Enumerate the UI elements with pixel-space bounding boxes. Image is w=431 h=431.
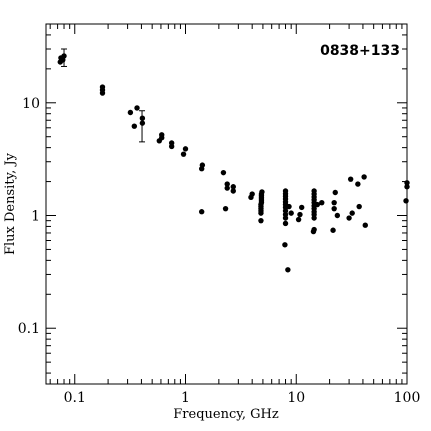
data-point (182, 146, 189, 152)
data-point (198, 209, 205, 215)
y-tick-label: 0.1 (18, 321, 40, 337)
data-point (330, 227, 336, 233)
data-point (332, 189, 338, 196)
data-point (259, 189, 265, 195)
y-tick-label: 1 (31, 209, 40, 225)
data-points (57, 53, 410, 273)
data-point (282, 211, 289, 218)
data-point (180, 151, 187, 157)
data-point (282, 188, 289, 194)
data-point (311, 188, 317, 194)
data-point (334, 212, 341, 219)
x-tick-label: 10 (287, 390, 305, 406)
data-point (224, 185, 230, 191)
data-point (299, 204, 305, 211)
data-point (199, 162, 206, 168)
plot-frame (45, 23, 408, 385)
data-point (61, 53, 67, 59)
data-point (331, 199, 337, 206)
axis-ticks (46, 23, 408, 384)
chart-title: 0838+133 (320, 43, 400, 59)
data-point (285, 267, 291, 273)
data-point (258, 217, 264, 224)
data-point (347, 176, 354, 182)
data-point (404, 180, 410, 186)
data-point (361, 174, 367, 180)
data-point (319, 199, 325, 206)
data-point (134, 105, 140, 111)
data-point (362, 222, 368, 228)
x-tick-label: 100 (394, 390, 421, 406)
data-point (288, 210, 294, 216)
data-point (404, 184, 410, 190)
x-tick-label: 0.1 (64, 390, 86, 406)
data-point (295, 216, 302, 223)
data-point (224, 181, 230, 187)
y-axis-title: Flux Density, Jy (3, 152, 18, 255)
data-point (220, 169, 227, 176)
data-point (139, 115, 146, 121)
data-point (314, 201, 321, 208)
data-point (286, 203, 292, 210)
x-tick-label: 1 (181, 390, 190, 406)
x-axis-title: Frequency, GHz (173, 407, 279, 422)
data-point (282, 220, 289, 227)
data-point (282, 242, 288, 248)
data-point (311, 226, 317, 233)
data-point (403, 198, 409, 204)
data-point (127, 109, 134, 116)
data-point (139, 120, 146, 126)
data-point (356, 203, 362, 210)
data-point (349, 210, 355, 216)
data-point (249, 191, 255, 197)
data-point (222, 205, 229, 212)
data-point (159, 135, 165, 141)
data-point (131, 123, 138, 129)
tick-labels: 0.1 1 10 100 0.1 1 10 (18, 96, 421, 406)
data-point (297, 211, 303, 218)
data-point (230, 188, 236, 194)
data-point (230, 184, 236, 190)
data-point (168, 140, 175, 146)
data-point (99, 84, 106, 90)
data-point (355, 181, 361, 187)
data-point (346, 215, 352, 221)
data-point (331, 205, 337, 212)
y-tick-label: 10 (22, 96, 40, 112)
